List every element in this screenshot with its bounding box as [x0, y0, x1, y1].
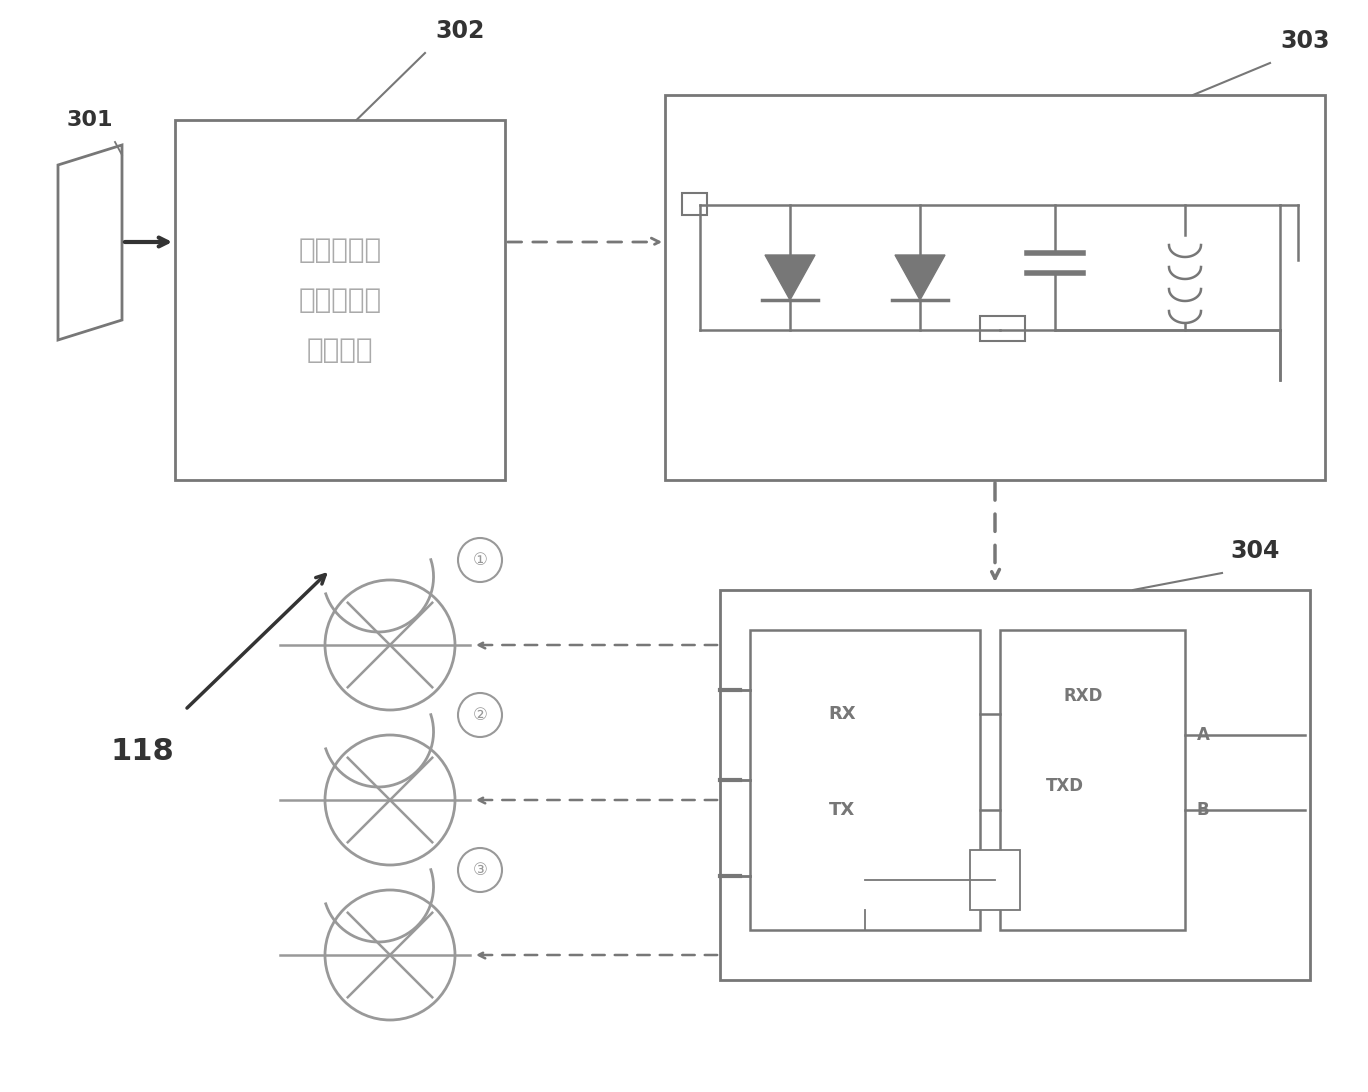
- Bar: [979, 316, 1025, 341]
- Text: A: A: [1197, 726, 1209, 744]
- Bar: [175, 120, 505, 480]
- Text: RXD: RXD: [1063, 687, 1103, 705]
- Text: 303: 303: [1280, 29, 1330, 54]
- Text: 118: 118: [109, 737, 174, 765]
- Text: TX: TX: [829, 802, 855, 819]
- Text: 301: 301: [67, 110, 114, 130]
- Text: 304: 304: [1230, 539, 1279, 563]
- Text: ③: ③: [472, 860, 487, 879]
- Bar: [970, 850, 1021, 910]
- Bar: [665, 95, 1326, 480]
- Text: RX: RX: [828, 705, 856, 723]
- Text: TXD: TXD: [1045, 778, 1083, 795]
- Text: 302: 302: [435, 19, 484, 43]
- Text: B: B: [1197, 802, 1209, 819]
- Bar: [683, 193, 707, 215]
- Polygon shape: [765, 256, 815, 300]
- Text: 调度控制信
号收发编码
存储单元: 调度控制信 号收发编码 存储单元: [298, 236, 382, 364]
- Text: ①: ①: [472, 551, 487, 569]
- Text: ②: ②: [472, 707, 487, 724]
- Bar: [750, 630, 979, 930]
- Bar: [1000, 630, 1185, 930]
- Bar: [720, 590, 1311, 980]
- Polygon shape: [895, 256, 945, 300]
